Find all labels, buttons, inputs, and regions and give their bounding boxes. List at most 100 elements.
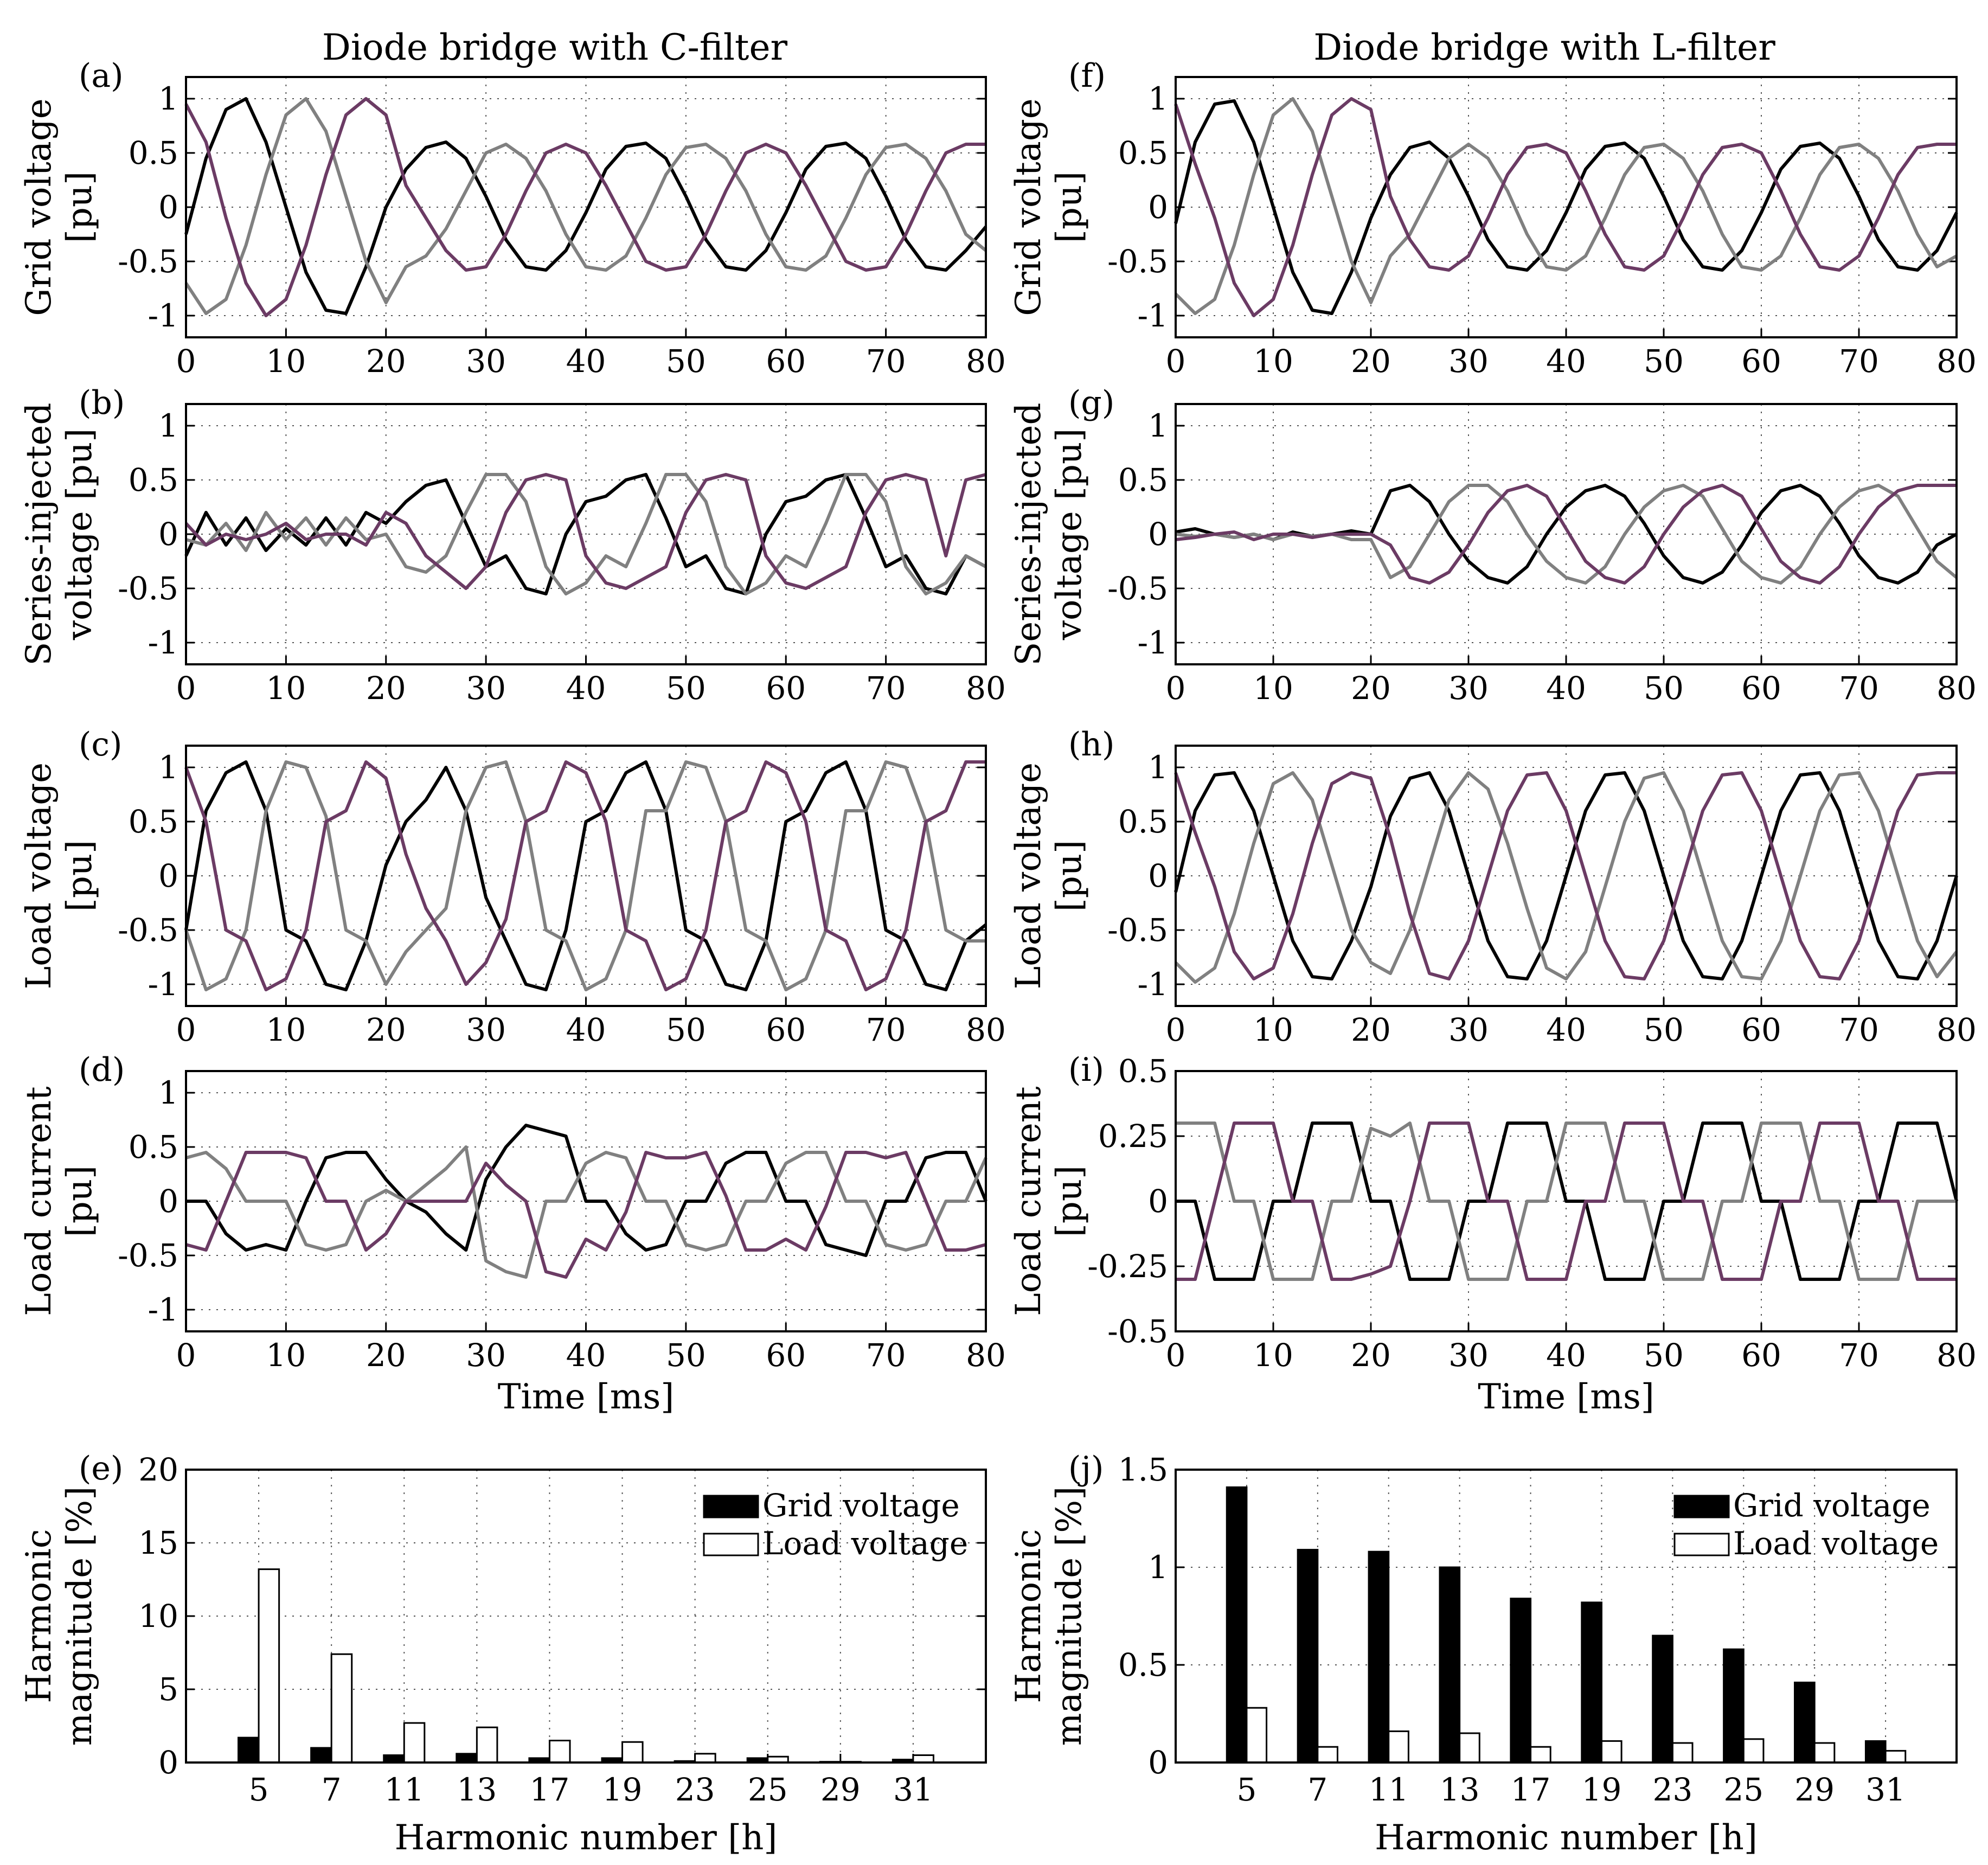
y-tick-label: 1 [158, 80, 178, 117]
y-axis-label-line2: [pu] [60, 171, 100, 243]
series-line-phase-b [1174, 771, 1958, 984]
bar-grid-voltage [1864, 1740, 1887, 1764]
y-tick-label: 0.5 [129, 803, 178, 840]
x-tick-label: 70 [1839, 1011, 1879, 1048]
y-tick-label: 15 [138, 1524, 178, 1561]
y-tick-label: -1 [1138, 297, 1169, 334]
y-tick-label: 0 [1148, 1183, 1168, 1220]
y-tick-label: 1 [158, 749, 178, 786]
y-tick-label: -0.5 [118, 912, 178, 948]
x-tick-label: 10 [266, 343, 306, 380]
y-tick-label: 1 [158, 407, 178, 444]
plot-frame [1175, 1070, 1958, 1332]
panel-label-j: (j) [1068, 1450, 1104, 1488]
y-tick-label: -0.5 [1107, 243, 1168, 280]
series-line-phase-a [1174, 99, 1958, 315]
series-line-phase-a [184, 97, 987, 315]
y-tick-label: 0.25 [1098, 1118, 1168, 1155]
bar-load-voltage [1671, 1742, 1694, 1764]
x-tick-label: 60 [766, 670, 806, 707]
bar-load-voltage [476, 1726, 498, 1764]
x-tick-label: 80 [966, 1337, 1006, 1374]
plot-frame [185, 403, 987, 665]
series-line-phase-a [186, 1124, 987, 1257]
y-tick-label: 10 [138, 1598, 178, 1635]
y-axis-label-line2: [pu] [1049, 1165, 1089, 1237]
bar-grid-voltage [383, 1754, 405, 1764]
x-tick-label: 10 [1253, 343, 1293, 380]
x-axis-label: Time [ms] [498, 1377, 675, 1417]
x-tick-label: 80 [966, 670, 1006, 707]
bar-load-voltage [694, 1753, 716, 1764]
y-tick-label: 0 [158, 1183, 178, 1220]
x-tick-label: 60 [1741, 1011, 1781, 1048]
x-tick-label: 7 [322, 1771, 342, 1808]
x-tick-label: 17 [1511, 1771, 1551, 1808]
x-tick-label: 70 [1839, 670, 1879, 707]
x-tick-label: 40 [1546, 1011, 1586, 1048]
plot-frame [1175, 76, 1958, 338]
series-line-phase-c [185, 1151, 986, 1279]
y-tick-label: 0.5 [129, 462, 178, 498]
y-tick-label: -1 [148, 1291, 179, 1328]
y-tick-label: 0 [158, 189, 178, 226]
x-tick-label: 80 [966, 343, 1006, 380]
x-tick-label: 40 [1546, 343, 1586, 380]
series-line-phase-c [1174, 97, 1957, 317]
series-line-phase-c [184, 760, 986, 991]
y-axis-label-line2: [pu] [1049, 840, 1089, 912]
x-tick-label: 0 [176, 670, 196, 707]
legend-label: Load voltage [1733, 1525, 1939, 1562]
series-line-phase-b [184, 760, 986, 991]
x-tick-label: 25 [748, 1771, 788, 1808]
x-tick-label: 30 [1448, 1337, 1489, 1374]
x-tick-label: 70 [866, 1337, 906, 1374]
y-tick-label: 0 [158, 516, 178, 553]
x-tick-label: 40 [566, 343, 606, 380]
x-tick-label: 20 [366, 1011, 406, 1048]
y-axis-label-line2: magnitude [%] [1049, 1486, 1089, 1746]
y-axis-label-line1: Load current [19, 1086, 59, 1316]
y-axis-label-line1: Load current [1009, 1086, 1049, 1316]
x-tick-label: 80 [1936, 670, 1977, 707]
y-axis-label-line1: Series-injected [1009, 403, 1049, 666]
x-tick-label: 10 [1253, 1337, 1293, 1374]
x-tick-label: 20 [1351, 343, 1391, 380]
x-tick-label: 25 [1723, 1771, 1763, 1808]
x-tick-label: 30 [466, 670, 506, 707]
x-tick-label: 7 [1307, 1771, 1328, 1808]
series-line-phase-a [184, 473, 987, 595]
y-axis-label-line2: magnitude [%] [60, 1486, 100, 1746]
x-tick-label: 50 [1644, 1337, 1684, 1374]
x-tick-label: 20 [1351, 1337, 1391, 1374]
x-axis-label: Harmonic number [h] [1375, 1818, 1758, 1858]
panel-label-a: (a) [79, 57, 124, 95]
y-tick-label: 1 [1148, 407, 1168, 444]
series-line-phase-b [184, 97, 987, 315]
series-line-phase-c [1175, 484, 1957, 585]
plot-frame [185, 1469, 987, 1764]
x-tick-label: 70 [1839, 343, 1879, 380]
legend-label: Load voltage [762, 1525, 968, 1562]
x-tick-label: 30 [1448, 670, 1489, 707]
bar-grid-voltage [456, 1753, 478, 1764]
panel-label-d: (d) [79, 1051, 125, 1089]
bar-grid-voltage [310, 1747, 332, 1764]
x-tick-label: 60 [1741, 670, 1781, 707]
x-tick-label: 80 [966, 1011, 1006, 1048]
panel-label-i: (i) [1068, 1051, 1104, 1089]
x-tick-label: 60 [766, 1011, 806, 1048]
y-axis-label-line1: Load voltage [1009, 762, 1049, 989]
y-tick-label: 0 [1148, 516, 1168, 553]
bar-load-voltage [1884, 1749, 1907, 1764]
x-tick-label: 50 [666, 1337, 706, 1374]
y-axis-label-line2: voltage [pu] [60, 428, 100, 640]
x-tick-label: 11 [1369, 1771, 1409, 1808]
series-line-phase-b [1176, 1121, 1957, 1281]
x-tick-label: 0 [1166, 670, 1186, 707]
y-tick-label: -1 [1138, 966, 1169, 1003]
y-tick-label: -1 [148, 624, 179, 661]
x-tick-label: 50 [666, 1011, 706, 1048]
bar-load-voltage [621, 1741, 644, 1764]
